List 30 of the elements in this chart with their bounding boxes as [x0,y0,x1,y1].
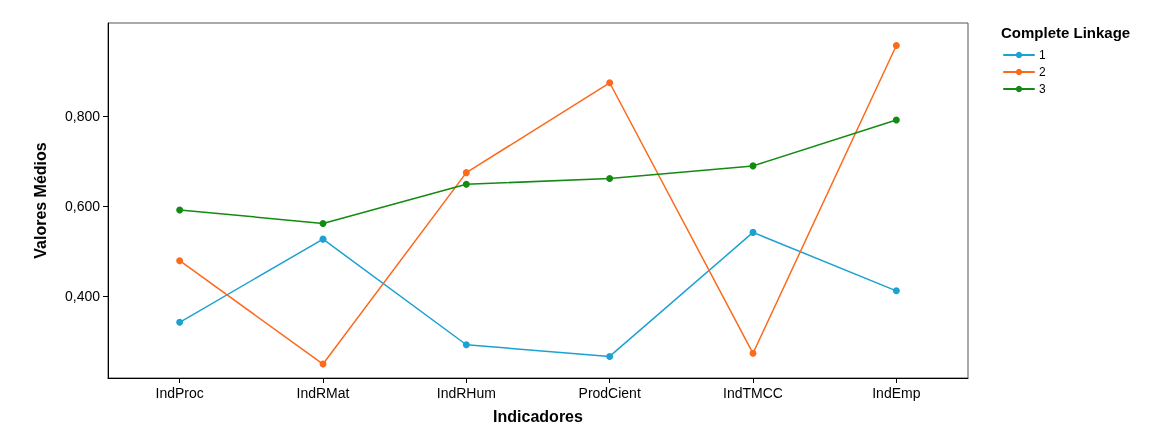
point [892,116,900,124]
x-tick-label: IndProc [155,385,204,401]
y-tick-label: 0,600 [64,197,101,214]
legend-label: 1 [1039,48,1046,62]
point [462,341,470,349]
y-tick-label: 0,800 [64,108,101,125]
x-tick-label: ProdCient [578,385,641,401]
point [606,352,614,360]
x-tick-label: IndEmp [872,385,921,401]
point [606,174,614,182]
legend-title: Complete Linkage [1001,24,1131,41]
point [319,219,327,227]
point [892,41,900,49]
point [462,169,470,177]
legend-label: 3 [1039,82,1046,96]
x-tick-label: IndTMCC [723,385,783,401]
x-tick-label: IndRMat [296,385,350,401]
point [176,206,184,214]
legend-label: 2 [1039,65,1046,79]
point [462,180,470,188]
x-tick-label: IndRHum [436,385,496,401]
point [176,318,184,326]
point [749,349,757,357]
y-tick-label: 0,400 [64,287,101,304]
point [892,287,900,295]
point [176,257,184,265]
x-axis-title: Indicadores [493,407,583,425]
point [749,228,757,236]
y-axis-title: Valores Médios [31,142,49,259]
point [606,79,614,87]
